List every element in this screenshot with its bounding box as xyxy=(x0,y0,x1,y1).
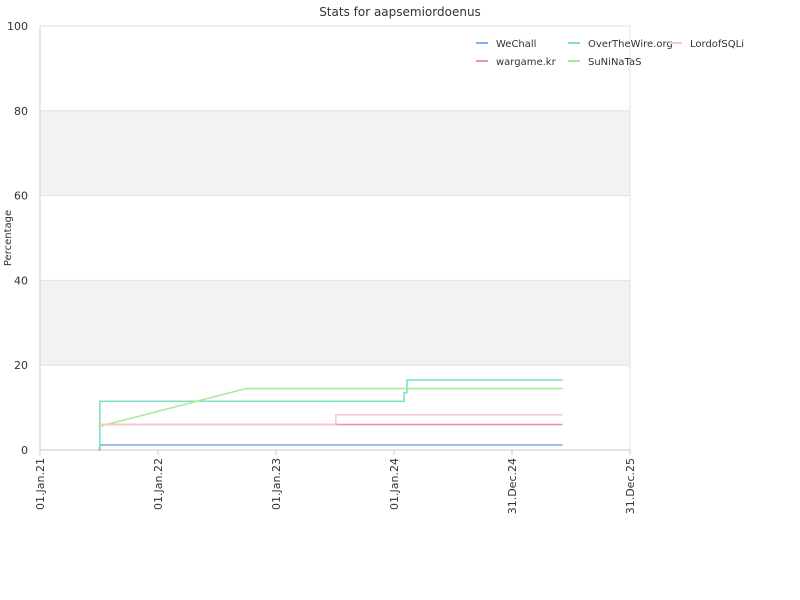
x-tick-label: 01.Jan.24 xyxy=(388,458,401,510)
legend-label: WeChall xyxy=(496,39,536,50)
chart-title: Stats for aapsemiordoenus xyxy=(319,5,481,19)
series-line xyxy=(98,387,563,428)
y-tick-label: 80 xyxy=(14,105,28,118)
y-axis-label: Percentage xyxy=(3,210,14,266)
grid-band xyxy=(40,110,630,196)
x-tick-label: 01.Jan.21 xyxy=(34,458,47,510)
x-tick-label: 01.Jan.23 xyxy=(270,458,283,510)
y-tick-label: 0 xyxy=(21,444,28,457)
x-tick-label: 31.Dec.24 xyxy=(506,458,519,514)
series-line xyxy=(98,414,563,426)
series-line xyxy=(98,444,563,451)
y-tick-label: 40 xyxy=(14,274,28,287)
legend-label: OverTheWire.org xyxy=(588,39,673,50)
series-line xyxy=(98,379,563,449)
y-tick-label: 100 xyxy=(7,20,28,33)
legend-label: wargame.kr xyxy=(496,57,557,68)
legend-label: SuNiNaTaS xyxy=(588,57,641,68)
grid-band xyxy=(40,280,630,366)
x-tick-label: 01.Jan.22 xyxy=(152,458,165,510)
x-tick-label: 31.Dec.25 xyxy=(624,458,637,514)
legend-label: LordofSQLi xyxy=(690,39,744,50)
y-tick-label: 20 xyxy=(14,359,28,372)
y-tick-label: 60 xyxy=(14,190,28,203)
